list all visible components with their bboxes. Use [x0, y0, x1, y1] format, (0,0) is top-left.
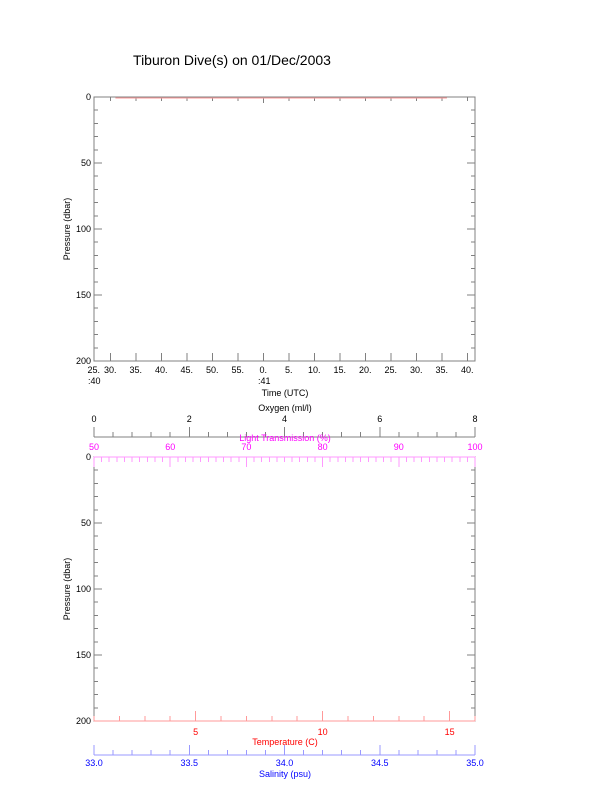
- x-tick-label: 5.: [285, 365, 293, 375]
- light-transmission-tick-label: 90: [394, 442, 404, 452]
- salinity-tick-label: 34.0: [276, 758, 294, 768]
- plot-frame: [93, 456, 476, 722]
- light-transmission-tick-label: 50: [89, 442, 99, 452]
- temperature-tick-label: 15: [445, 727, 455, 737]
- salinity-tick-label: 35.0: [466, 758, 484, 768]
- salinity-tick-label: 34.5: [371, 758, 389, 768]
- x-tick-label: 20.: [359, 365, 372, 375]
- y-tick-label: 150: [76, 290, 91, 300]
- y-tick-label: 50: [81, 158, 91, 168]
- figure-title: Tiburon Dive(s) on 01/Dec/2003: [133, 52, 331, 68]
- x-tick-label: 0.: [260, 365, 268, 375]
- oxygen-tick-label: 6: [377, 414, 382, 424]
- y-tick-label: 100: [76, 224, 91, 234]
- light-transmission-axis-label: Light Transmission (%): [239, 433, 331, 443]
- salinity-axis-label: Salinity (psu): [259, 769, 311, 779]
- x-tick-label: 30.: [104, 365, 117, 375]
- x-tick-label: 40.: [155, 365, 168, 375]
- y-axis-label: Pressure (dbar): [62, 558, 72, 621]
- x-tick-label: 35.: [130, 365, 143, 375]
- x-tick-label: 15.: [334, 365, 347, 375]
- x-axis-label: Time (UTC): [262, 388, 309, 398]
- oxygen-tick-label: 8: [472, 414, 477, 424]
- light-transmission-tick-label: 70: [241, 442, 251, 452]
- y-axis-label: Pressure (dbar): [62, 198, 72, 261]
- oxygen-axis-label: Oxygen (ml/l): [258, 403, 312, 413]
- x-tick-label: 45.: [181, 365, 194, 375]
- plot-frame: [93, 96, 476, 362]
- salinity-tick-label: 33.5: [180, 758, 198, 768]
- temperature-tick-label: 10: [318, 727, 328, 737]
- light-transmission-tick-label: 80: [318, 442, 328, 452]
- y-tick-label: 50: [81, 518, 91, 528]
- y-tick-label: 0: [86, 452, 91, 462]
- y-tick-label: 200: [76, 716, 91, 726]
- temperature-tick-label: 5: [193, 727, 198, 737]
- x-tick-label: 30.: [410, 365, 423, 375]
- minute-label: :41: [258, 376, 271, 386]
- x-tick-label: 35.: [436, 365, 449, 375]
- time-pressure-plot: 0 50 100 150 200 Pressure (dbar) 25. 30. 35. 40. 4…: [62, 92, 476, 398]
- x-tick-label: 50.: [206, 365, 219, 375]
- y-tick-label: 200: [76, 356, 91, 366]
- x-tick-label: 10.: [308, 365, 321, 375]
- x-tick-label: 25.: [385, 365, 398, 375]
- x-tick-label: 25.: [87, 365, 100, 375]
- temperature-axis-label: Temperature (C): [252, 737, 318, 747]
- oxygen-tick-label: 4: [282, 414, 287, 424]
- x-tick-label: 40.: [461, 365, 474, 375]
- y-tick-label: 100: [76, 584, 91, 594]
- x-tick-label: 55.: [232, 365, 245, 375]
- oxygen-tick-label: 2: [187, 414, 192, 424]
- salinity-tick-label: 33.0: [85, 758, 103, 768]
- y-tick-label: 150: [76, 650, 91, 660]
- light-transmission-tick-label: 100: [467, 442, 482, 452]
- y-tick-label: 0: [86, 92, 91, 102]
- minute-label: :40: [88, 376, 101, 386]
- light-transmission-tick-label: 60: [165, 442, 175, 452]
- oxygen-tick-label: 0: [91, 414, 96, 424]
